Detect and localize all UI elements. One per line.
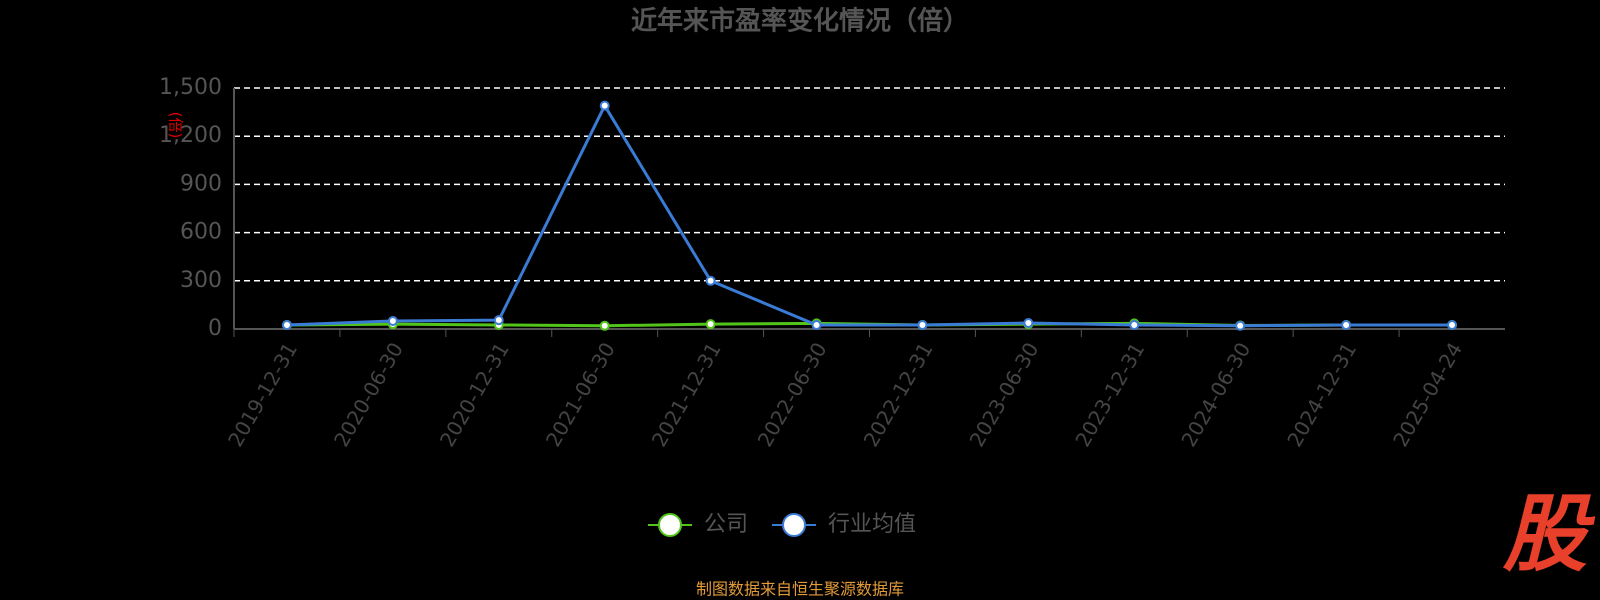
y-tick-label: 1,500 bbox=[159, 75, 222, 100]
y-tick-label: 600 bbox=[180, 220, 222, 245]
point bbox=[705, 319, 716, 330]
source: 制图数据来自恒生聚源数据库 bbox=[696, 580, 904, 599]
legend-label: 公司 bbox=[704, 512, 748, 537]
point bbox=[1129, 319, 1140, 330]
legend-label: 行业均值 bbox=[828, 512, 916, 537]
y-axis-label: (倍) bbox=[167, 112, 185, 139]
point bbox=[493, 315, 504, 326]
y-tick-label: 300 bbox=[180, 268, 222, 293]
point bbox=[917, 319, 928, 330]
point bbox=[281, 319, 292, 330]
series-line bbox=[286, 102, 1453, 328]
chart-title: 近年来市盈率变化情况（倍） bbox=[631, 6, 969, 37]
point bbox=[811, 319, 822, 330]
point bbox=[599, 100, 610, 111]
point bbox=[387, 315, 398, 326]
y-tick-label: 0 bbox=[208, 316, 222, 341]
legend-marker bbox=[658, 513, 682, 537]
point bbox=[1341, 319, 1352, 330]
point bbox=[1023, 318, 1034, 329]
logo: 股 bbox=[1502, 485, 1596, 583]
point bbox=[1235, 320, 1246, 331]
point bbox=[599, 320, 610, 331]
point bbox=[1447, 319, 1458, 330]
point bbox=[705, 275, 716, 286]
y-tick-label: 1,200 bbox=[159, 123, 222, 148]
y-tick-label: 900 bbox=[180, 171, 222, 196]
legend-marker bbox=[782, 513, 807, 537]
